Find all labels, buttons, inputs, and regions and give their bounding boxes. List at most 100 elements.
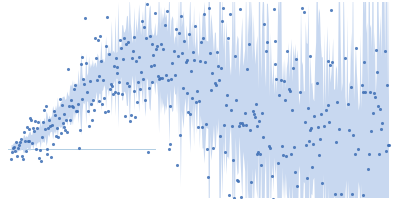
Point <box>16 144 22 147</box>
Point <box>333 140 339 143</box>
Point <box>219 20 226 23</box>
Point <box>46 119 52 122</box>
Point <box>360 90 367 93</box>
Point <box>63 119 70 122</box>
Point <box>198 125 205 129</box>
Point <box>128 56 135 60</box>
Point <box>222 150 228 154</box>
Point <box>107 87 113 90</box>
Point <box>180 87 186 90</box>
Point <box>260 135 266 138</box>
Point <box>248 180 254 183</box>
Point <box>146 34 153 38</box>
Point <box>232 54 238 58</box>
Point <box>210 146 216 150</box>
Point <box>177 133 183 136</box>
Point <box>17 140 23 143</box>
Point <box>286 89 293 92</box>
Point <box>24 125 30 129</box>
Point <box>238 195 245 198</box>
Point <box>144 150 151 153</box>
Point <box>275 162 282 165</box>
Point <box>122 115 128 118</box>
Point <box>80 77 87 80</box>
Point <box>382 49 388 53</box>
Point <box>150 54 157 57</box>
Point <box>65 67 72 70</box>
Point <box>308 126 315 129</box>
Point <box>35 121 41 124</box>
Point <box>151 63 158 66</box>
Point <box>282 98 288 101</box>
Point <box>147 64 154 68</box>
Point <box>250 113 257 116</box>
Point <box>106 52 112 56</box>
Point <box>8 158 15 161</box>
Point <box>56 117 62 120</box>
Point <box>372 49 379 52</box>
Point <box>194 89 200 93</box>
Point <box>77 63 84 66</box>
Point <box>270 197 276 200</box>
Point <box>290 66 297 70</box>
Point <box>84 90 90 93</box>
Point <box>154 44 160 47</box>
Point <box>105 110 111 113</box>
Point <box>377 107 384 110</box>
Point <box>87 79 93 82</box>
Point <box>245 0 251 1</box>
Point <box>231 196 237 200</box>
Point <box>315 126 321 129</box>
Point <box>32 119 38 123</box>
Point <box>221 123 228 126</box>
Point <box>223 103 230 106</box>
Point <box>279 144 285 147</box>
Point <box>367 91 373 94</box>
Point <box>234 178 240 181</box>
Point <box>386 144 392 147</box>
Point <box>307 129 314 132</box>
Point <box>256 119 262 122</box>
Point <box>228 108 234 112</box>
Point <box>306 54 313 58</box>
Point <box>162 23 168 27</box>
Point <box>130 49 136 52</box>
Point <box>43 148 50 151</box>
Point <box>20 131 27 134</box>
Point <box>186 32 192 35</box>
Point <box>103 45 109 48</box>
Point <box>239 121 246 125</box>
Point <box>385 144 391 147</box>
Point <box>193 100 199 104</box>
Point <box>11 146 18 149</box>
Point <box>196 99 202 103</box>
Point <box>383 150 389 153</box>
Point <box>293 58 300 61</box>
Point <box>237 121 244 124</box>
Point <box>166 105 173 108</box>
Point <box>22 139 28 142</box>
Point <box>78 55 85 58</box>
Point <box>301 11 307 14</box>
Point <box>36 156 42 160</box>
Point <box>44 152 51 155</box>
Point <box>204 147 210 150</box>
Point <box>76 146 82 149</box>
Point <box>283 154 289 157</box>
Point <box>22 149 29 153</box>
Point <box>59 122 66 125</box>
Point <box>62 129 69 132</box>
Point <box>327 63 334 66</box>
Point <box>259 112 266 115</box>
Point <box>200 36 206 39</box>
Point <box>132 116 139 119</box>
Point <box>253 124 260 128</box>
Point <box>108 85 115 88</box>
Point <box>224 94 230 97</box>
Point <box>353 46 359 50</box>
Point <box>173 28 179 31</box>
Point <box>42 104 49 107</box>
Point <box>257 152 264 155</box>
Point <box>137 88 143 91</box>
Point <box>183 58 190 61</box>
